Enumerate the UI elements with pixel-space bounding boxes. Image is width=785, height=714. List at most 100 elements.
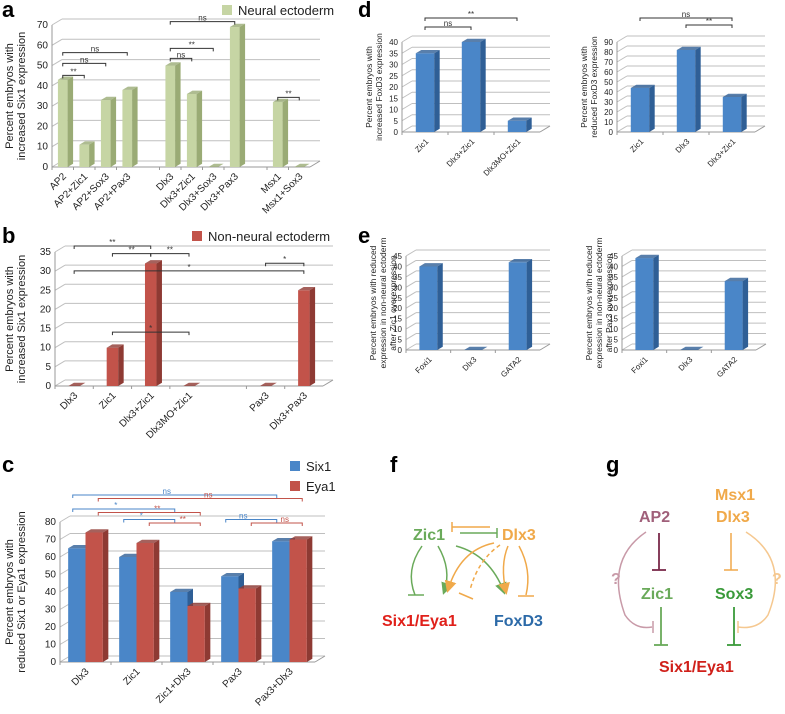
- gridline-diag: [405, 301, 417, 309]
- bar-c-0-3: [221, 576, 239, 662]
- y-tick-label: 30: [609, 283, 618, 292]
- bar-b-0-2: [144, 263, 157, 386]
- bar-e1-0-2: [508, 262, 527, 350]
- significance-label: ns: [163, 487, 171, 496]
- gridline-diag: [616, 85, 628, 93]
- significance-bracket: [169, 21, 236, 25]
- gridline-diag: [401, 69, 413, 77]
- bar-a-0-2: [100, 100, 111, 167]
- bar-d1-0-0: [415, 53, 435, 132]
- x-category-label: Zic1: [413, 137, 430, 154]
- bar-a-0-1: [79, 144, 90, 167]
- bar-e2-0-0: [635, 258, 654, 350]
- y-tick-label: 40: [604, 88, 613, 97]
- y-tick-label: 40: [389, 38, 398, 47]
- bar-d2-0-2: [722, 97, 742, 132]
- bar-top: [187, 602, 211, 606]
- gridline-diag: [621, 312, 633, 320]
- bar-c-1-4: [289, 539, 307, 662]
- significance-label: *: [140, 512, 143, 521]
- bar-a-0-10: [272, 102, 283, 167]
- y-tick-label: 20: [393, 304, 402, 313]
- gridline-diag: [616, 65, 628, 73]
- x-category-label: Dlx3+Zic1: [445, 137, 477, 169]
- x-category-label: Dlx3: [461, 355, 479, 373]
- y-tick-label: 0: [45, 381, 51, 392]
- bar-top: [415, 49, 440, 54]
- bar-d1-0-2: [507, 120, 527, 132]
- significance-bracket: [685, 24, 733, 28]
- bar-top: [508, 258, 533, 263]
- y-tick-label: 20: [389, 83, 398, 92]
- chart-b: 0 5 10 15 20 25 30 35 Percent embryos with increa…: [4, 229, 334, 441]
- y-tick-label: 20: [609, 304, 618, 313]
- bar-e1-0-0: [419, 266, 438, 350]
- x-axis-edge: [314, 655, 326, 663]
- y-tick-label: 5: [398, 336, 403, 345]
- x-category-label: Zic1: [628, 137, 645, 154]
- x-axis-edge: [539, 343, 551, 351]
- legend-swatch: [222, 5, 232, 15]
- y-axis-label: increased Six1 expression: [16, 32, 28, 160]
- y-tick-label: 20: [40, 304, 52, 315]
- gridline-diag: [621, 280, 633, 288]
- significance-bracket: [250, 522, 303, 526]
- bar-top: [186, 90, 203, 94]
- x-category-label: Dlx3: [674, 137, 692, 155]
- y-tick-label: 40: [45, 587, 57, 598]
- gridline-diag: [621, 333, 633, 340]
- gridline-diag: [621, 260, 633, 267]
- panel-label-a: a: [2, 0, 15, 22]
- gridline-diag: [616, 55, 628, 63]
- gridline-diag: [59, 515, 71, 523]
- bar-top: [208, 163, 224, 167]
- y-tick-label: 50: [604, 78, 613, 87]
- significance-bracket: [111, 331, 190, 336]
- y-tick-label: 15: [609, 315, 618, 324]
- significance-label: **: [189, 40, 195, 49]
- bar-top: [229, 23, 246, 28]
- gridline-diag: [621, 291, 633, 299]
- x-category-label: Pax3+Dlx3: [253, 666, 295, 708]
- bar-side: [437, 263, 443, 350]
- y-tick-label: 30: [37, 101, 49, 112]
- x-axis-edge: [539, 125, 551, 133]
- significance-label: **: [154, 505, 160, 514]
- bar-top: [259, 382, 277, 386]
- y-tick-label: 50: [45, 570, 57, 581]
- gridline-diag: [621, 343, 633, 351]
- y-axis-label: Percent embryos with reduced: [584, 245, 594, 360]
- gridline-diag: [401, 91, 413, 99]
- x-category-label: Zic1: [97, 390, 118, 411]
- bar-side: [255, 585, 262, 662]
- x-category-label: Pax3: [248, 390, 272, 414]
- significance-label: ns: [177, 50, 185, 59]
- bar-side: [239, 23, 246, 167]
- y-tick-label: 15: [40, 324, 52, 335]
- significance-bracket: [148, 522, 201, 526]
- chart-d1: 0 5 10 15 20 25 30 35 40 Percent embryos with incr…: [364, 10, 551, 178]
- significance-bracket: [97, 498, 303, 502]
- y-tick-label: 30: [45, 605, 57, 616]
- significance-bracket: [72, 494, 278, 498]
- bar-top: [144, 260, 162, 264]
- x-category-label: Dlx3+Zic1: [117, 390, 157, 430]
- y-tick-label: 40: [393, 262, 402, 271]
- x-category-label: Dlx3+Zic1: [706, 137, 738, 169]
- significance-bracket: [424, 26, 472, 30]
- gridline-diag: [405, 270, 417, 278]
- y-axis-label: reduced FoxD3 expression: [589, 36, 599, 138]
- bar-top: [676, 46, 701, 50]
- y-tick-label: 10: [37, 142, 49, 153]
- panel-label-b: b: [2, 223, 16, 248]
- y-tick-label: 60: [45, 552, 57, 563]
- bar-top: [635, 254, 659, 259]
- bar-side: [695, 46, 701, 133]
- gridline-diag: [54, 360, 66, 368]
- bar-top: [630, 84, 655, 88]
- y-tick-label: 15: [389, 94, 398, 103]
- bar-side: [480, 38, 486, 133]
- y-tick-label: 50: [37, 61, 49, 72]
- x-category-label: Foxi1: [414, 355, 435, 376]
- significance-bracket: [169, 57, 193, 62]
